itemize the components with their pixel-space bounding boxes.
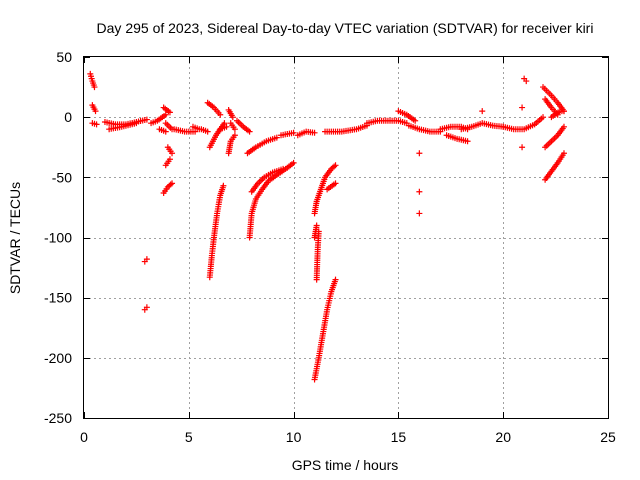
x-tick-label: 10 [286,429,302,445]
data-point [169,180,176,187]
data-point [464,138,471,145]
data-points [87,70,567,383]
data-point [204,128,211,135]
data-point [331,163,338,170]
data-point [519,144,526,151]
data-point [523,78,530,85]
x-tick-label: 20 [495,429,511,445]
data-point [540,114,547,121]
data-point [311,129,318,136]
data-point [166,109,173,116]
data-point [313,222,320,229]
y-tick-label: -150 [44,290,72,306]
data-point [143,304,150,311]
data-point [217,111,224,118]
y-tick-label: -200 [44,350,72,366]
y-tick-label: -100 [44,230,72,246]
y-tick-label: -50 [52,169,72,185]
x-tick-label: 25 [600,429,616,445]
axis-ticks [84,57,609,419]
data-point [332,162,339,169]
data-point [169,150,176,157]
data-point [416,210,423,217]
chart-title: Day 295 of 2023, Sidereal Day-to-day VTE… [97,20,594,36]
data-point [519,104,526,111]
data-point [332,276,339,283]
data-point [290,129,297,136]
x-axis-label: GPS time / hours [292,457,399,473]
x-tick-labels: 0 5 10 15 20 25 [80,429,616,445]
data-point [273,134,280,141]
data-point [560,150,567,157]
data-point [332,180,339,187]
data-point [166,156,173,163]
data-point [143,116,150,123]
x-tick-label: 5 [185,429,193,445]
data-point [91,84,98,91]
x-tick-label: 15 [391,429,407,445]
data-point [162,128,169,135]
data-point [231,126,238,133]
data-point [93,121,100,128]
y-tick-label: -250 [44,410,72,426]
y-tick-label: 50 [56,49,72,65]
data-point [280,165,287,172]
data-point [246,128,253,135]
data-point [162,111,169,118]
data-point [416,188,423,195]
data-point [412,117,419,124]
data-point [220,182,227,189]
data-point [223,123,230,130]
y-tick-label: 0 [64,109,72,125]
data-point [479,108,486,115]
data-point [560,108,567,115]
y-tick-labels: 50 0 -50 -100 -150 -200 -250 [44,49,72,426]
x-tick-label: 0 [80,429,88,445]
y-axis-label: SDTVAR / TECUs [7,182,23,294]
grid-lines [84,57,608,418]
data-point [416,150,423,157]
data-point [167,181,174,188]
data-point [143,256,150,263]
data-point [133,120,140,127]
data-point [290,159,297,166]
data-point [231,132,238,139]
data-point [560,123,567,130]
plot-frame [83,56,609,419]
data-point [229,114,236,121]
data-point [92,108,99,115]
